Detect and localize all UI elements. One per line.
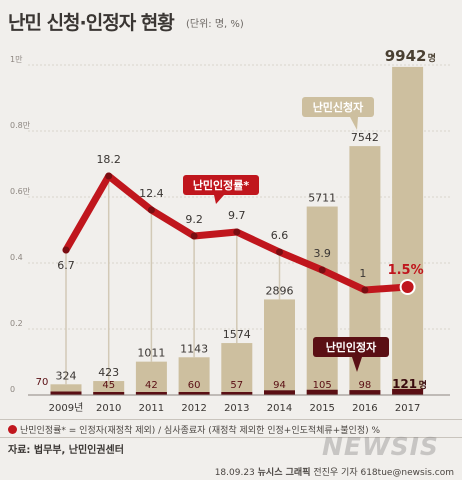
legend-recognized-box (313, 337, 389, 357)
credit-agency: 뉴시스 그래픽 (257, 468, 311, 478)
recognized-unit-label: 명 (419, 379, 427, 391)
rate-point (105, 172, 113, 180)
applicant-data-label: 9942 (385, 47, 427, 65)
y-tick-label: 0.6만 (10, 187, 31, 196)
x-tick-label: 2011 (139, 403, 164, 414)
recognized-data-label: 60 (188, 380, 201, 391)
recognized-bar (349, 390, 381, 395)
credit-author: 전진우 기자 618tue@newsis.com (313, 468, 454, 478)
rate-point (233, 228, 241, 236)
applicant-unit-label: 명 (428, 52, 436, 64)
rate-point (190, 232, 198, 240)
legend-applicants-pointer (350, 117, 358, 130)
y-tick-label: 0.2 (10, 319, 23, 328)
source-divider (0, 437, 462, 438)
rate-point (318, 266, 326, 274)
rate-data-label: 9.2 (185, 213, 203, 226)
applicant-bar (264, 299, 295, 395)
rate-point (361, 286, 369, 294)
recognized-bar (135, 392, 167, 395)
applicant-bar (306, 206, 338, 395)
x-tick-label: 2010 (96, 403, 121, 414)
applicant-bar (50, 384, 82, 395)
rate-point (276, 248, 283, 256)
x-tick-label: 2015 (309, 403, 334, 414)
applicant-bar (221, 343, 253, 395)
footnote-text: 난민인정률* = 인정자(재정착 제외) / 심사종료자 (재정착 제외한 인정… (20, 426, 381, 436)
x-tick-label: 2014 (267, 403, 292, 414)
footnote-divider (0, 419, 462, 420)
rate-data-label: 6.7 (57, 259, 75, 272)
rate-point (399, 279, 416, 295)
recognized-bar (221, 392, 253, 395)
legend-applicants-box (302, 97, 374, 117)
recognized-data-label: 105 (313, 380, 332, 391)
recognized-data-label: 121 (392, 377, 417, 391)
x-tick-label: 2013 (224, 403, 249, 414)
y-tick-label: 1만 (10, 55, 23, 64)
applicant-bar (135, 361, 167, 395)
recognized-bar (264, 390, 295, 395)
x-tick-label: 2009년 (49, 402, 84, 414)
y-tick-label: 0.4 (10, 253, 23, 262)
applicant-data-label: 2896 (266, 284, 294, 297)
rate-data-label: 3.9 (313, 247, 331, 260)
y-tick-label: 0.8만 (10, 121, 31, 130)
rate-data-label: 9.7 (228, 209, 246, 222)
rate-point (62, 246, 70, 254)
rate-data-label: 1 (359, 267, 366, 280)
x-tick-label: 2017 (395, 403, 420, 414)
credit-line: 18.09.23 뉴시스 그래픽 전진우 기자 618tue@newsis.co… (215, 465, 454, 478)
rate-data-label: 6.6 (271, 229, 289, 242)
applicant-bar (178, 357, 210, 395)
source-text: 자료: 법무부, 난민인권센터 (8, 445, 124, 456)
recognized-data-label: 45 (102, 380, 115, 391)
recognized-data-label: 57 (230, 380, 243, 391)
recognized-bar (93, 392, 125, 395)
rate-data-label: 12.4 (139, 187, 164, 200)
legend-recognized-pointer (352, 357, 362, 372)
applicant-data-label: 324 (56, 369, 77, 382)
y-tick-label: 0 (10, 385, 15, 394)
applicant-data-label: 1143 (180, 342, 208, 355)
rate-point (147, 206, 155, 214)
applicant-bar (392, 66, 424, 395)
refugee-chart: 1만 0.8만 0.6만 0.4 0.2 0 6.7 18.2 12.4 9.2 9.7 6.6 3.9… (10, 47, 450, 414)
applicant-data-label: 5711 (308, 192, 336, 205)
legend-recognized-label: 난민인정자 (326, 340, 377, 354)
rate-data-label: 1.5% (388, 263, 424, 278)
recognized-bar (306, 389, 338, 395)
rate-data-label: 18.2 (96, 153, 121, 166)
applicant-data-label: 7542 (351, 131, 379, 144)
recognized-bar (392, 388, 424, 395)
recognized-data-label: 98 (359, 380, 372, 391)
legend-applicants-label: 난민신청자 (313, 100, 364, 114)
applicant-data-label: 1011 (137, 347, 165, 360)
x-tick-label: 2016 (352, 403, 377, 414)
legend-rate-label: 난민인정률* (193, 178, 250, 192)
recognized-data-label: 94 (273, 380, 286, 391)
recognized-bar (178, 392, 210, 395)
applicant-bar (93, 381, 125, 395)
applicant-data-label: 423 (98, 366, 119, 379)
recognized-data-label: 70 (36, 377, 49, 388)
x-tick-label: 2012 (181, 403, 206, 414)
recognized-bar (50, 391, 82, 395)
applicant-data-label: 1574 (223, 328, 251, 341)
chart-title: 난민 신청·인정자 현황 (8, 12, 175, 34)
legend-rate-box (183, 175, 259, 195)
rate-dot-icon (8, 425, 17, 434)
legend-rate-pointer (214, 195, 224, 204)
credit-date: 18.09.23 (214, 468, 255, 478)
chart-unit-note: (단위: 명, %) (186, 19, 244, 30)
recognized-data-label: 42 (145, 380, 158, 391)
newsis-watermark: NEWSIS (322, 432, 439, 461)
footnote: 난민인정률* = 인정자(재정착 제외) / 심사종료자 (재정착 제외한 인정… (8, 423, 380, 436)
